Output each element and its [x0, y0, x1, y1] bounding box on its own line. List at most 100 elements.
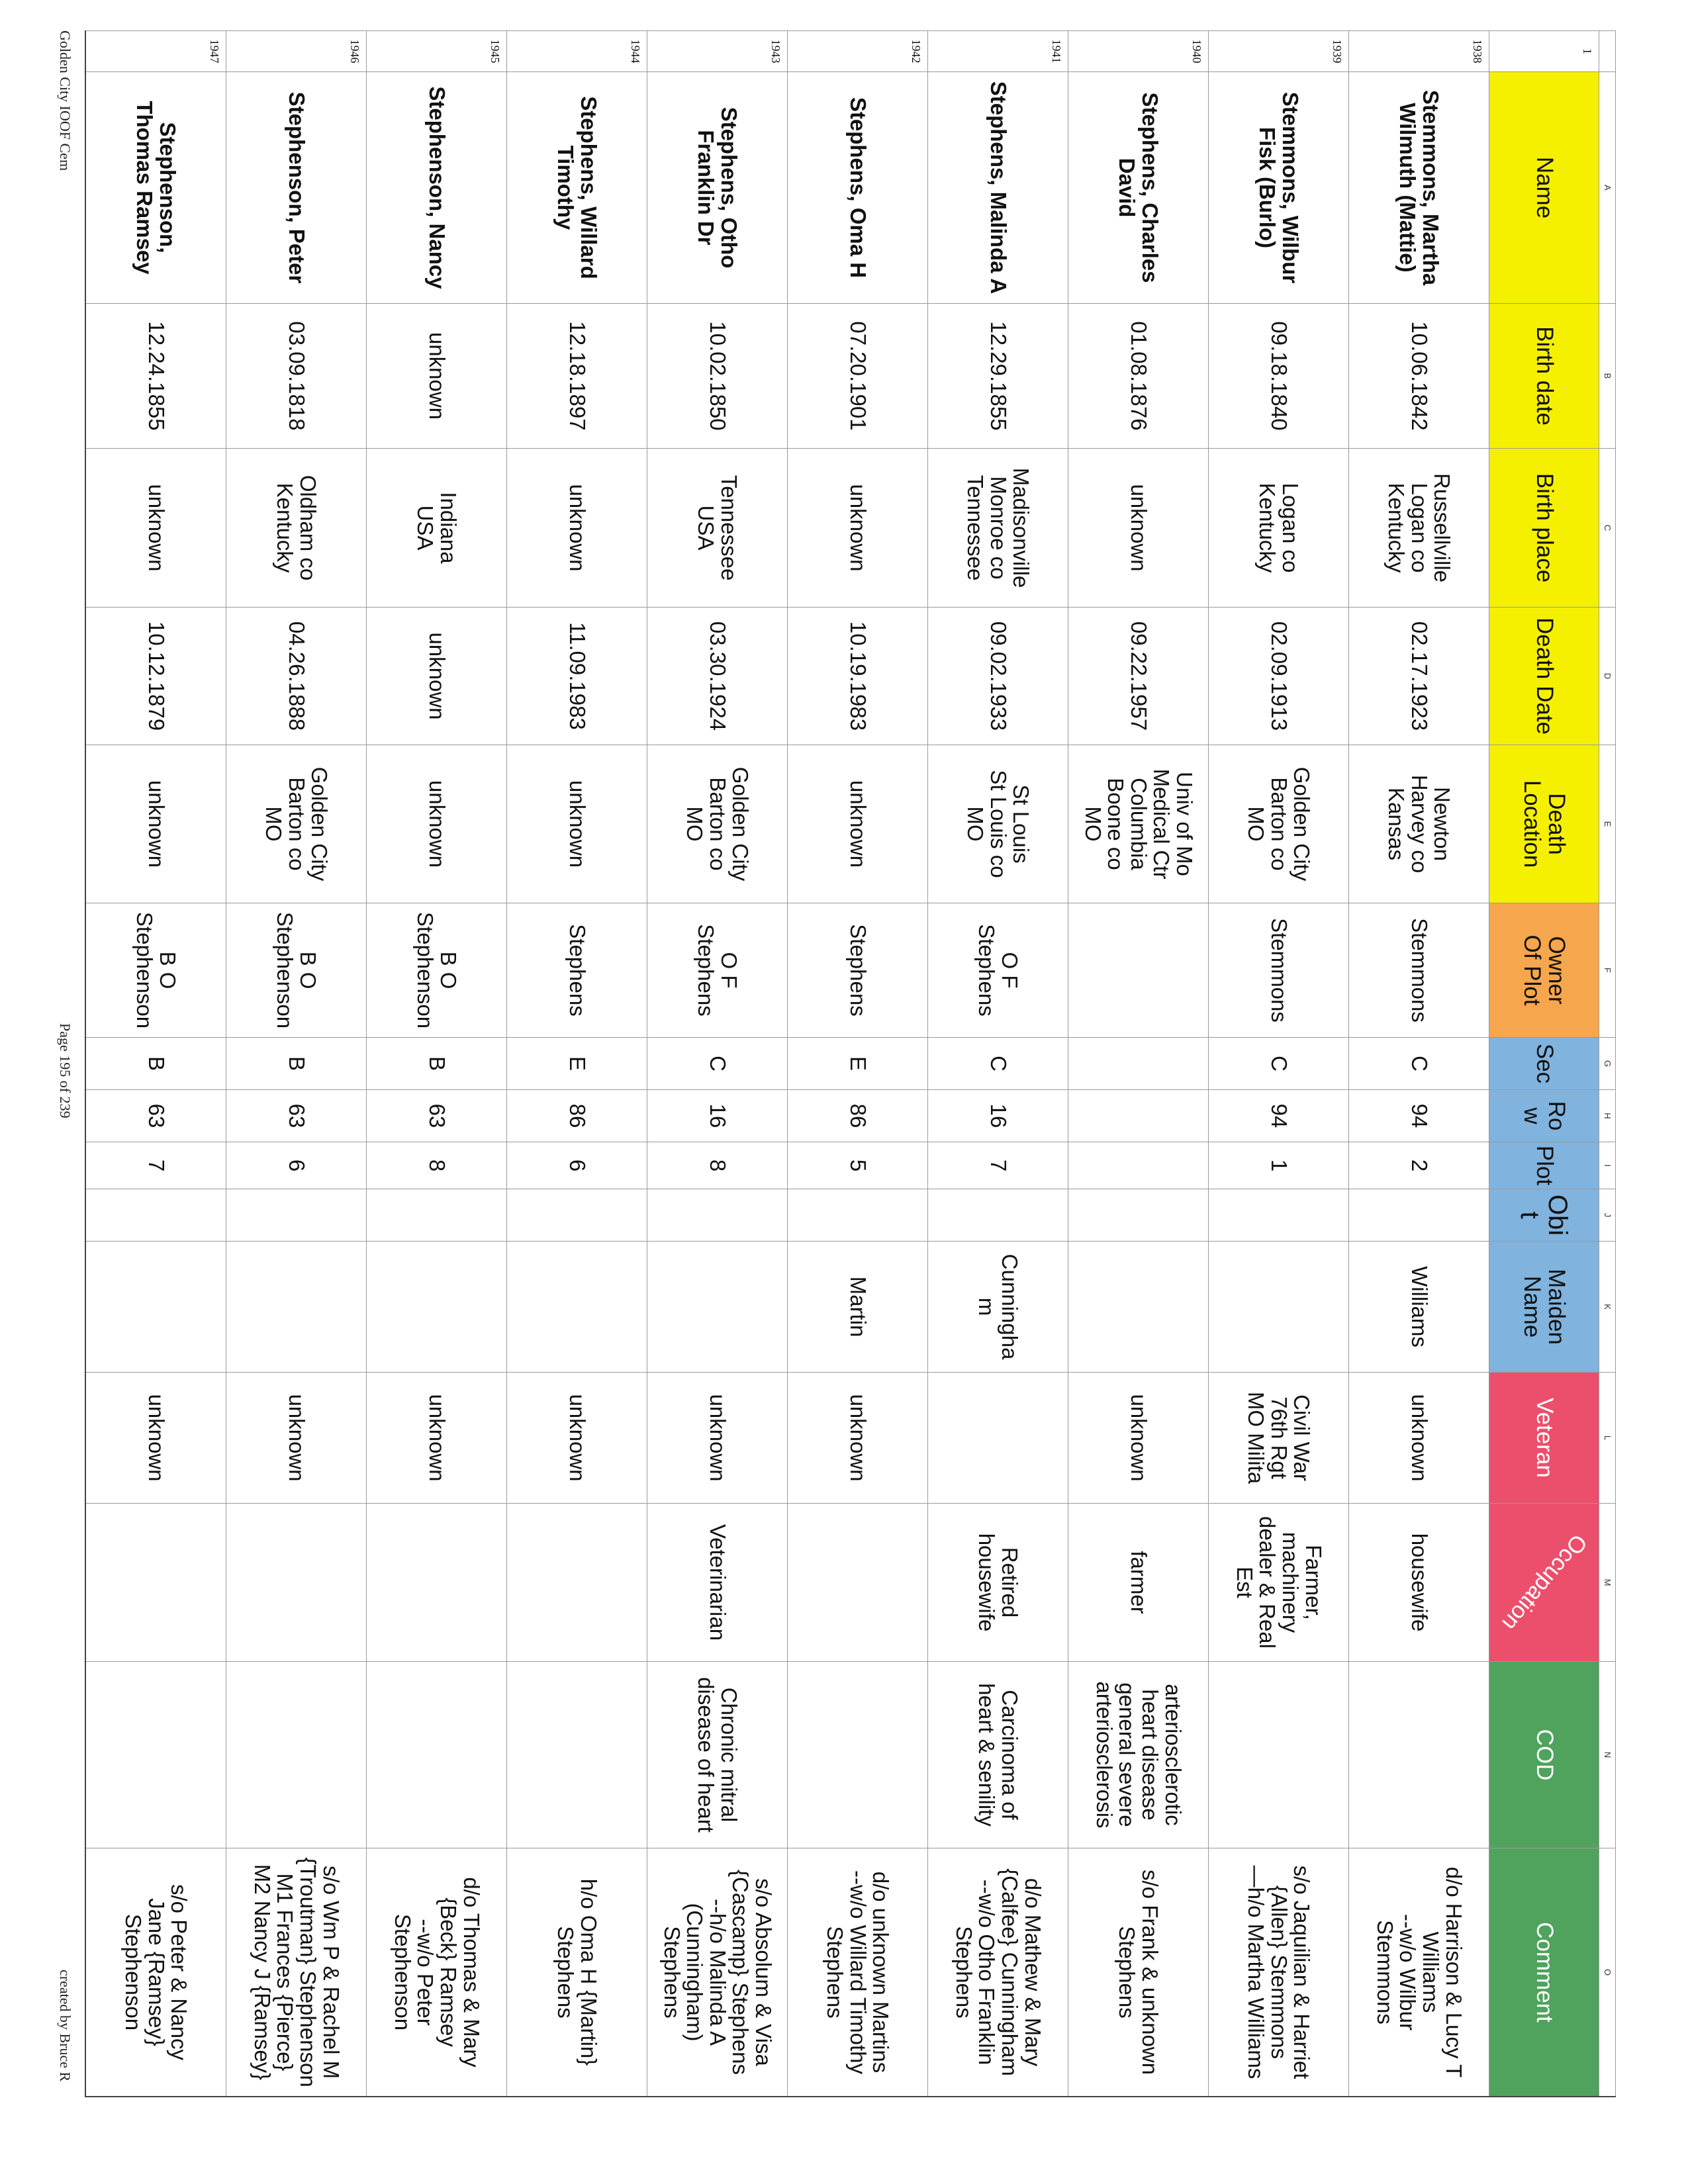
cell-death-location: unknown	[507, 745, 647, 903]
cell-sec: B	[367, 1037, 507, 1089]
cell-obit	[1068, 1189, 1209, 1241]
footer-page-number: Page 195 of 239	[57, 1023, 73, 1118]
cell-veteran: Civil War 76th Rgt MO Milita	[1209, 1372, 1349, 1503]
header-sec: Sec	[1489, 1037, 1599, 1089]
cell-comment: h/o Oma H {Martin} Stephens	[507, 1848, 647, 2096]
cell-owner-of-plot: Stemmons	[1349, 903, 1489, 1037]
cell-plot: 5	[788, 1142, 928, 1189]
cell-birth-date: 12.24.1855	[86, 303, 226, 448]
cell-sec	[1068, 1037, 1209, 1089]
cell-occupation	[226, 1503, 367, 1661]
cell-row: 16	[647, 1089, 788, 1142]
cell-obit	[507, 1189, 647, 1241]
cell-maiden-name	[226, 1241, 367, 1372]
cell-name: Stephens, Malinda A	[928, 71, 1068, 303]
cell-death-location: St Louis St Louis co MO	[928, 745, 1068, 903]
cell-obit	[928, 1189, 1068, 1241]
cell-veteran: unknown	[226, 1372, 367, 1503]
cell-row: 94	[1209, 1089, 1349, 1142]
column-letter-n: N	[1599, 1661, 1616, 1848]
cell-sec: C	[647, 1037, 788, 1089]
cell-maiden-name	[647, 1241, 788, 1372]
cell-death-location: Univ of Mo Medical Ctr Columbia Boone co…	[1068, 745, 1209, 903]
cell-death-location: unknown	[86, 745, 226, 903]
cell-obit	[226, 1189, 367, 1241]
row-number: 1941	[928, 30, 1068, 71]
cell-row: 86	[507, 1089, 647, 1142]
cell-birth-date: 12.18.1897	[507, 303, 647, 448]
column-letter-c: C	[1599, 448, 1616, 607]
rotated-spreadsheet-page: A B C D E F G H I J K L M N O 1 Name Birth date Birth plac…	[14, 30, 1616, 2097]
cell-comment: s/o Jaquilian & Harriet {Allen} Stemmons…	[1209, 1848, 1349, 2096]
cell-birth-date: 07.20.1901	[788, 303, 928, 448]
row-number: 1	[1489, 30, 1599, 71]
cell-occupation: Retired housewife	[928, 1503, 1068, 1661]
cell-obit	[1209, 1189, 1349, 1241]
cell-birth-place: Logan co Kentucky	[1209, 448, 1349, 607]
cell-birth-place: Oldham co Kentucky	[226, 448, 367, 607]
header-birth-date: Birth date	[1489, 303, 1599, 448]
column-letter-e: E	[1599, 745, 1616, 903]
cell-maiden-name: Cunningha m	[928, 1241, 1068, 1372]
cell-death-location: Golden City Barton co MO	[647, 745, 788, 903]
cell-birth-date: unknown	[367, 303, 507, 448]
cell-veteran: unknown	[507, 1372, 647, 1503]
row-number: 1946	[226, 30, 367, 71]
cemetery-records-table: A B C D E F G H I J K L M N O 1 Name Birth date Birth plac…	[85, 30, 1616, 2097]
row-number: 1938	[1349, 30, 1489, 71]
cell-owner-of-plot: O F Stephens	[928, 903, 1068, 1037]
cell-owner-of-plot: Stephens	[788, 903, 928, 1037]
cell-birth-date: 01.08.1876	[1068, 303, 1209, 448]
cell-veteran: unknown	[788, 1372, 928, 1503]
cell-cod: arteriosclerotic heart disease general s…	[1068, 1661, 1209, 1848]
cell-maiden-name: Martin	[788, 1241, 928, 1372]
row-number: 1944	[507, 30, 647, 71]
cell-comment: d/o Thomas & Mary {Beck} Ramsey --w/o Pe…	[367, 1848, 507, 2096]
cell-birth-place: unknown	[1068, 448, 1209, 607]
cell-name: Stephens, Oma H	[788, 71, 928, 303]
cell-death-location: Newton Harvey co Kansas	[1349, 745, 1489, 903]
header-cod: COD	[1489, 1661, 1599, 1848]
cell-death-date: 09.02.1933	[928, 607, 1068, 745]
cell-owner-of-plot: B O Stephenson	[226, 903, 367, 1037]
cell-sec: B	[86, 1037, 226, 1089]
header-occupation: Occupation	[1489, 1503, 1599, 1661]
cell-plot: 6	[226, 1142, 367, 1189]
cell-occupation: housewife	[1349, 1503, 1489, 1661]
header-comment: Comment	[1489, 1848, 1599, 2096]
cell-name: Stemmons, Martha Wilmuth (Mattie)	[1349, 71, 1489, 303]
footer-right: created by Bruce R	[57, 1970, 73, 2082]
cell-maiden-name	[86, 1241, 226, 1372]
cell-name: Stephenson, Nancy	[367, 71, 507, 303]
column-letter-k: K	[1599, 1241, 1616, 1372]
corner-cell	[1599, 30, 1616, 71]
cell-birth-place: unknown	[507, 448, 647, 607]
cell-birth-place: Russellville Logan co Kentucky	[1349, 448, 1489, 607]
column-letter-o: O	[1599, 1848, 1616, 2096]
row-number: 1940	[1068, 30, 1209, 71]
cell-death-location: Golden City Barton co MO	[1209, 745, 1349, 903]
cell-death-date: 09.22.1957	[1068, 607, 1209, 745]
cell-name: Stephens, Charles David	[1068, 71, 1209, 303]
cell-veteran: unknown	[647, 1372, 788, 1503]
cell-death-date: 10.19.1983	[788, 607, 928, 745]
cell-death-date: unknown	[367, 607, 507, 745]
header-birth-place: Birth place	[1489, 448, 1599, 607]
cell-death-date: 02.09.1913	[1209, 607, 1349, 745]
cell-plot	[1068, 1142, 1209, 1189]
cell-death-location: unknown	[788, 745, 928, 903]
cell-birth-date: 10.02.1850	[647, 303, 788, 448]
cell-name: Stemmons, Wilbur Fisk (Burlo)	[1209, 71, 1349, 303]
cell-comment: s/o Peter & Nancy Jane {Ramsey} Stephens…	[86, 1848, 226, 2096]
cell-death-location: unknown	[367, 745, 507, 903]
cell-birth-date: 03.09.1818	[226, 303, 367, 448]
cell-comment: d/o Mathew & Mary {Calfee} Cunningham --…	[928, 1848, 1068, 2096]
row-number: 1939	[1209, 30, 1349, 71]
cell-cod	[86, 1661, 226, 1848]
cell-birth-place: Tennessee USA	[647, 448, 788, 607]
cell-death-date: 11.09.1983	[507, 607, 647, 745]
cell-owner-of-plot: Stemmons	[1209, 903, 1349, 1037]
cell-comment: s/o Wm P & Rachel M {Troutman} Stephenso…	[226, 1848, 367, 2096]
cell-cod: Carcinoma of heart & senility	[928, 1661, 1068, 1848]
column-letter-l: L	[1599, 1372, 1616, 1503]
